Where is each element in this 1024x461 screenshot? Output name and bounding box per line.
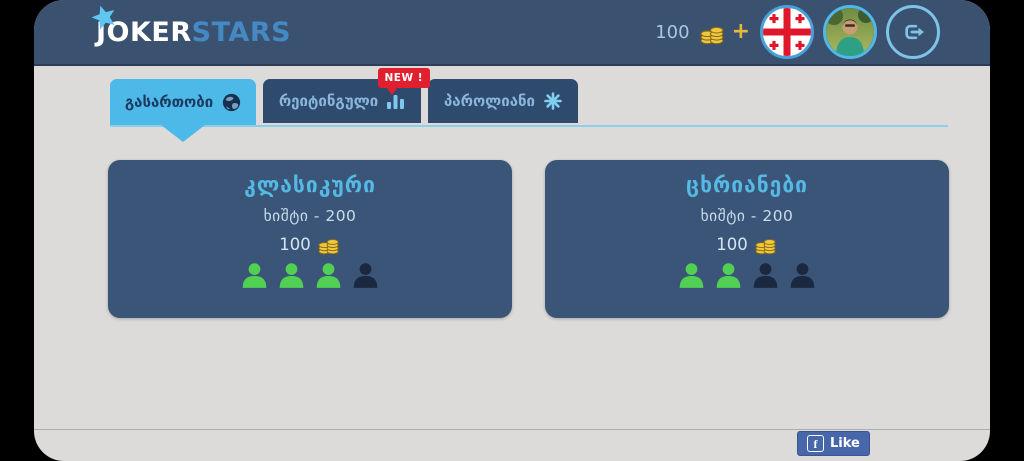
georgia-flag-icon[interactable] [760,5,814,59]
person-icon-filled [715,262,742,289]
new-badge: NEW ! [377,68,430,95]
coins-icon [318,239,339,255]
room-bet-amount: 100 [279,234,311,254]
room-list: კლასიკური ხიშტი - 200 100 [108,160,949,318]
coin-balance: 100 [655,21,690,43]
person-icon-empty [789,262,816,289]
like-label: Like [830,436,860,451]
person-icon-empty [752,262,779,289]
room-stake: ხიშტი - 200 [263,207,357,225]
globe-icon [223,93,241,111]
facebook-like-button[interactable]: f Like [797,431,870,456]
snowflake-icon [544,92,562,110]
profile-avatar[interactable] [823,5,877,59]
room-seats [241,262,379,289]
person-icon-empty [352,262,379,289]
coins-icon [699,20,726,45]
person-icon-filled [241,262,268,289]
header-actions: 100 + [655,5,940,59]
app-logo[interactable]: JOKERSTARS [91,5,292,48]
room-bet-amount: 100 [716,234,748,254]
tab-password-games[interactable]: პაროლიანი [428,79,578,123]
app-header: JOKERSTARS 100 [34,0,990,66]
active-tab-pointer [161,125,205,142]
logout-icon [905,24,924,40]
lobby-tabs: გასართობი რეიტინგული [110,68,948,142]
person-icon-filled [315,262,342,289]
footer-divider [34,429,990,430]
tab-fun-games[interactable]: გასართობი [110,79,256,142]
room-card-nines[interactable]: ცხრიანები ხიშტი - 200 100 [545,160,949,318]
bar-chart-icon [387,95,405,109]
tab-rated-games[interactable]: რეიტინგული NEW ! [263,68,430,123]
star-icon [91,5,115,30]
add-coins-button[interactable]: + [731,19,750,44]
coins-icon [755,239,776,255]
room-stake: ხიშტი - 200 [700,207,794,225]
facebook-f-icon: f [807,435,824,452]
tab-label: პაროლიანი [443,92,536,110]
room-card-classic[interactable]: კლასიკური ხიშტი - 200 100 [108,160,512,318]
room-seats [678,262,816,289]
room-bet: 100 [716,233,778,255]
tab-label: რეიტინგული [278,92,379,110]
logo-text-stars: STARS [191,16,292,48]
tab-label: გასართობი [124,93,214,111]
logout-button[interactable] [886,5,940,59]
person-icon-filled [278,262,305,289]
room-bet: 100 [279,233,341,255]
person-icon-filled [678,262,705,289]
room-title: ცხრიანები [686,173,808,197]
room-title: კლასიკური [244,173,376,197]
app-screen: JOKERSTARS 100 [34,0,990,461]
